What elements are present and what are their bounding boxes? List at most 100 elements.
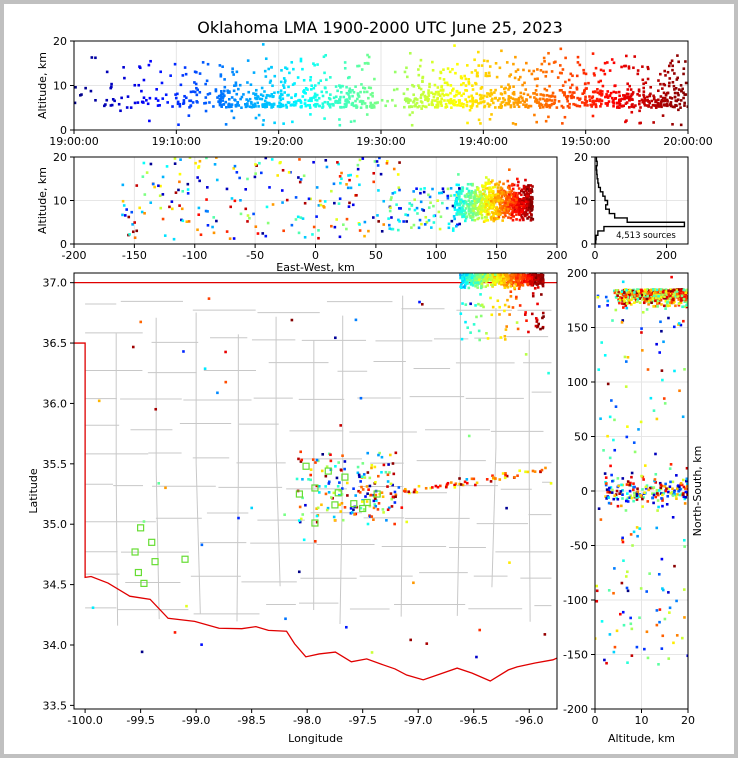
east-west-source	[345, 183, 348, 186]
time-altitude-source	[584, 72, 588, 76]
time-altitude-source	[665, 98, 669, 102]
plan-source	[339, 424, 343, 427]
north-south-source	[682, 294, 685, 297]
north-south-source	[682, 495, 686, 499]
time-altitude-source	[629, 95, 633, 98]
time-altitude-source	[467, 80, 471, 84]
time-altitude-source	[334, 101, 337, 104]
north-south-source	[626, 480, 630, 483]
time-altitude-source	[479, 87, 483, 90]
plan-source	[520, 280, 524, 284]
time-altitude-source	[140, 100, 144, 104]
time-altitude-source	[482, 59, 486, 62]
time-altitude-source	[503, 87, 506, 91]
plan-source	[182, 350, 185, 353]
plan-source	[393, 490, 397, 494]
east-west-source	[471, 182, 474, 186]
north-south-source	[664, 482, 667, 486]
plan-source	[200, 643, 203, 646]
ns-ytick-label: -50	[570, 540, 588, 553]
east-west-source	[504, 193, 508, 197]
plan-source	[527, 330, 530, 334]
plan-source	[492, 278, 496, 282]
ew-xtick-label: 150	[486, 249, 507, 262]
north-south-source	[613, 291, 617, 295]
north-south-source	[636, 297, 640, 301]
plan-source	[314, 461, 317, 464]
north-south-source	[605, 497, 608, 500]
time-altitude-source	[242, 93, 245, 96]
east-west-source	[296, 215, 300, 219]
plan-source	[300, 458, 304, 462]
time-altitude-source	[349, 120, 353, 123]
time-altitude-source	[470, 106, 473, 110]
east-west-source	[297, 231, 301, 235]
time-altitude-source	[643, 96, 647, 100]
north-south-source	[682, 291, 686, 295]
time-altitude-source	[466, 121, 469, 125]
plan-source	[517, 283, 520, 286]
time-altitude-source	[195, 86, 198, 90]
time-altitude-source	[417, 86, 421, 90]
plan-source	[515, 275, 518, 279]
lat-tick-label: 36.5	[43, 337, 68, 350]
time-altitude-source	[230, 105, 233, 108]
time-altitude-source	[632, 105, 636, 109]
east-west-source	[315, 186, 319, 189]
east-west-source	[358, 223, 361, 226]
time-altitude-source	[533, 77, 537, 81]
plan-source	[299, 517, 303, 521]
east-west-source	[498, 180, 502, 184]
east-west-source	[324, 159, 328, 162]
time-altitude-source	[624, 94, 627, 97]
time-altitude-source	[419, 93, 423, 97]
east-west-source	[493, 208, 497, 212]
time-altitude-source	[648, 93, 651, 97]
east-west-source	[336, 161, 339, 164]
time-altitude-source	[590, 105, 594, 108]
east-west-source	[415, 206, 419, 210]
east-west-source	[461, 204, 465, 208]
north-south-source	[597, 368, 601, 371]
time-altitude-source	[661, 114, 665, 117]
plan-source	[469, 279, 472, 282]
time-altitude-source	[668, 81, 671, 85]
time-altitude-source	[489, 88, 493, 92]
east-west-source	[299, 178, 303, 181]
time-altitude-source	[474, 69, 477, 72]
plan-source	[458, 482, 461, 486]
plan-source	[549, 482, 553, 485]
time-altitude-source	[283, 81, 287, 84]
north-south-source	[630, 475, 633, 479]
east-west-source	[484, 187, 488, 190]
plan-source	[489, 278, 493, 282]
east-west-source	[493, 196, 497, 199]
time-altitude-source	[393, 70, 397, 74]
time-altitude-source	[94, 56, 97, 60]
time-altitude-source	[405, 75, 409, 79]
plan-source	[541, 273, 545, 277]
east-west-source	[453, 217, 456, 221]
east-west-source	[125, 208, 128, 211]
time-altitude-source	[540, 103, 544, 107]
plan-source	[465, 478, 469, 481]
east-west-source	[531, 197, 534, 201]
north-south-source	[661, 290, 665, 294]
time-altitude-source	[447, 100, 451, 104]
east-west-source	[133, 221, 136, 224]
time-altitude-source	[117, 102, 121, 106]
plan-source	[525, 279, 529, 283]
time-altitude-source	[604, 95, 607, 99]
east-west-source	[530, 203, 533, 206]
east-west-source	[437, 191, 441, 195]
north-south-points	[595, 273, 688, 709]
plan-source	[425, 642, 429, 645]
time-altitude-source	[638, 94, 641, 97]
time-altitude-source	[371, 91, 374, 95]
time-altitude-source	[473, 58, 476, 62]
north-south-source	[650, 301, 653, 305]
time-altitude-source	[535, 120, 539, 124]
time-altitude-points	[74, 41, 688, 130]
north-south-source	[624, 360, 628, 363]
north-south-source	[686, 487, 688, 491]
